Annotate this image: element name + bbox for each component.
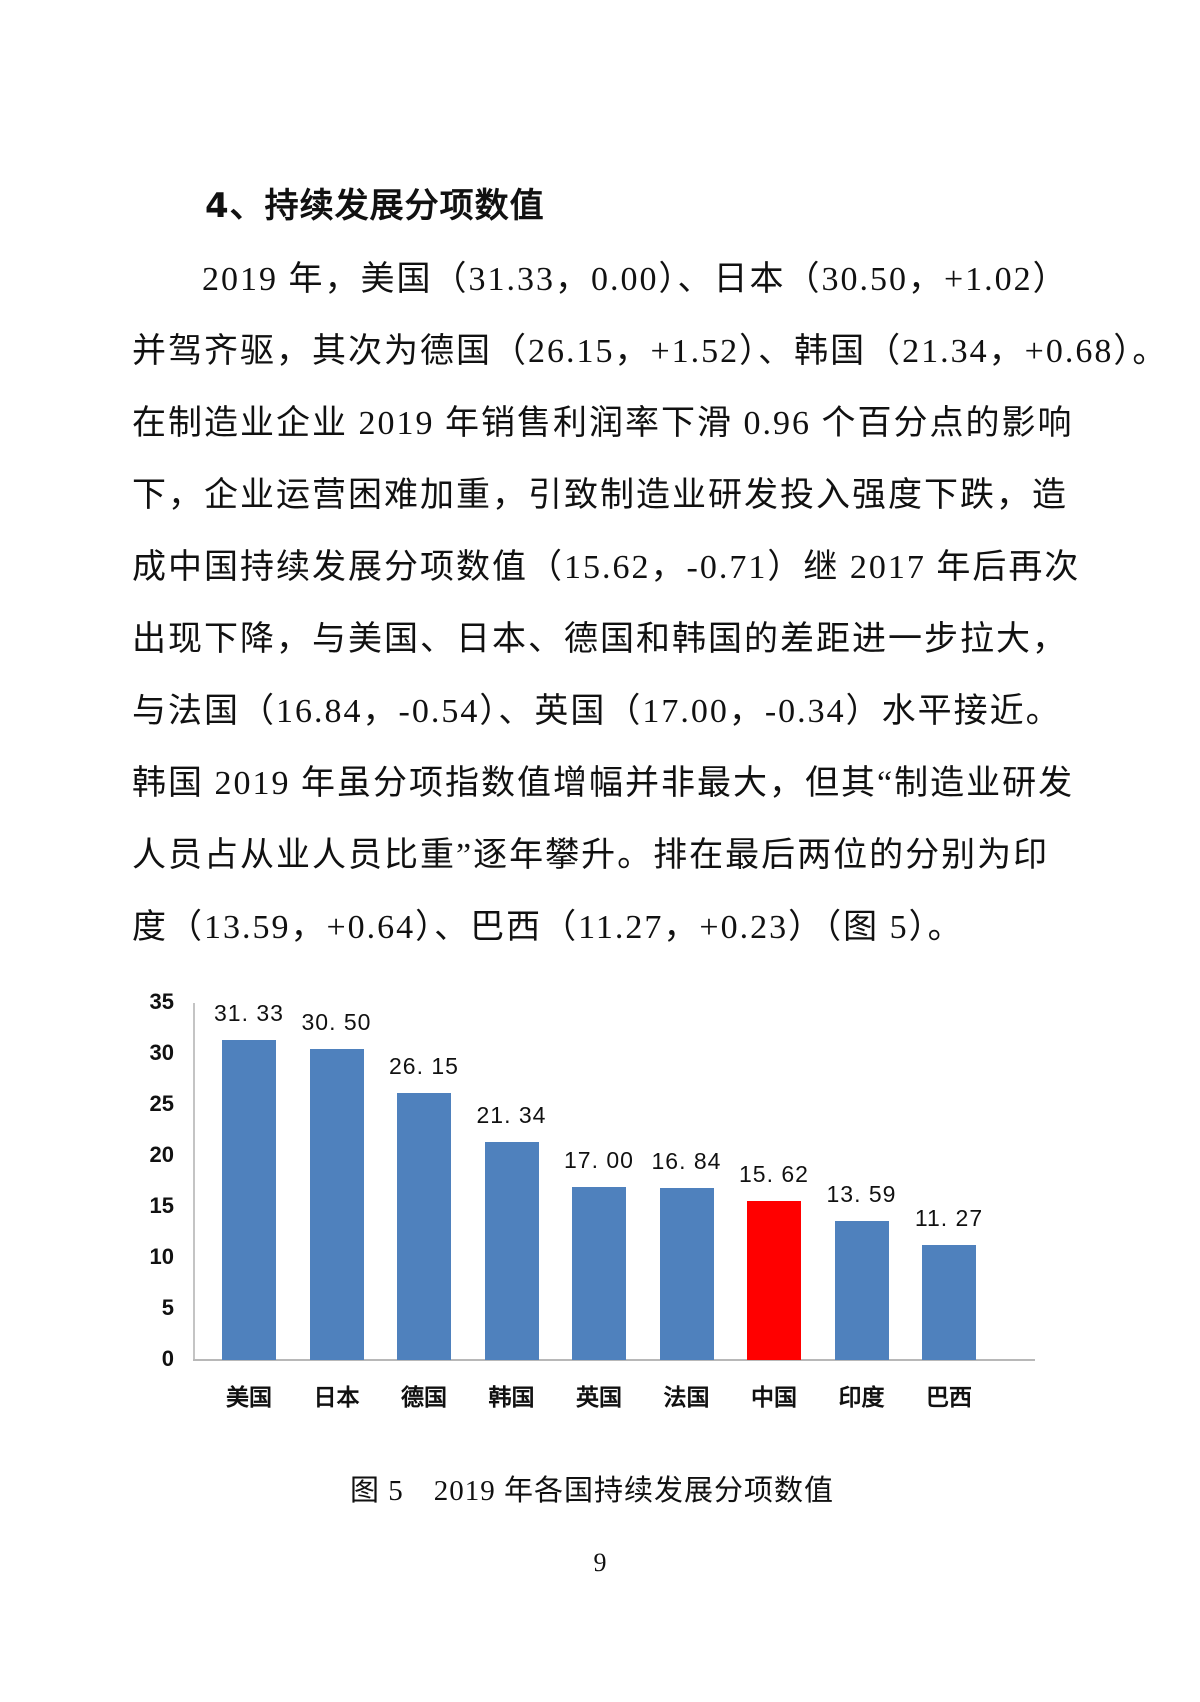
- bar: [659, 1188, 714, 1360]
- bar-value-label: 30. 50: [301, 1008, 372, 1035]
- x-category-label: 中国: [751, 1385, 797, 1411]
- bar: [397, 1093, 451, 1360]
- paragraph-line: 成中国持续发展分项数值（15.62，-0.71）继 2017 年后再次: [132, 549, 1081, 586]
- bar: [747, 1200, 801, 1360]
- paragraph-line: 出现下降，与美国、日本、德国和韩国的差距进一步拉大，: [132, 621, 1068, 658]
- paragraph-line: 人员占从业人员比重”逐年攀升。排在最后两位的分别为印: [132, 837, 1050, 874]
- bar-value-label: 26. 15: [389, 1053, 459, 1080]
- x-category-label: 印度: [838, 1385, 885, 1411]
- bar: [572, 1186, 626, 1360]
- y-tick-label: 15: [149, 1193, 174, 1218]
- bar: [484, 1142, 539, 1360]
- paragraph-line: 并驾齐驱，其次为德国（26.15，+1.52）、韩国（21.34，+0.68）。: [132, 333, 1169, 370]
- bar-value-label: 17. 00: [564, 1146, 634, 1173]
- bar: [922, 1245, 976, 1360]
- paragraph-line: 2019 年，美国（31.33，0.00）、日本（30.50，+1.02）: [202, 261, 1069, 298]
- x-category-label: 德国: [401, 1385, 447, 1411]
- paragraph-line: 下，企业运营困难加重，引致制造业研发投入强度下跌，造: [132, 477, 1068, 514]
- bar-value-label: 13. 59: [826, 1181, 897, 1208]
- y-tick-label: 20: [149, 1142, 174, 1167]
- bar-value-label: 21. 34: [476, 1102, 547, 1129]
- y-tick-label: 0: [161, 1346, 174, 1371]
- y-tick-label: 30: [149, 1040, 174, 1065]
- bar-value-label: 15. 62: [739, 1160, 809, 1187]
- y-tick-label: 35: [149, 989, 174, 1014]
- x-category-label: 巴西: [926, 1385, 972, 1411]
- page-number: 9: [593, 1548, 607, 1577]
- x-category-label: 韩国: [488, 1385, 535, 1411]
- y-tick-label: 10: [149, 1244, 174, 1269]
- bar-value-label: 31. 33: [214, 1000, 284, 1027]
- x-axis-line: [193, 1359, 1035, 1361]
- y-tick-label: 5: [161, 1295, 174, 1320]
- paragraph-line: 在制造业企业 2019 年销售利润率下滑 0.96 个百分点的影响: [132, 405, 1074, 442]
- y-tick-label: 25: [149, 1091, 174, 1116]
- x-category-label: 日本: [313, 1385, 360, 1411]
- bar-value-label: 11. 27: [914, 1205, 984, 1232]
- y-axis-line: [193, 1003, 195, 1361]
- body-paragraph: 2019 年，美国（31.33，0.00）、日本（30.50，+1.02） 并驾…: [132, 244, 1169, 964]
- paragraph-line: 度（13.59，+0.64）、巴西（11.27，+0.23）（图 5）。: [132, 909, 964, 946]
- paragraph-line: 与法国（16.84，-0.54）、英国（17.00，-0.34）水平接近。: [132, 693, 1062, 730]
- section-heading: 4、持续发展分项数值: [205, 186, 545, 226]
- x-category-label: 法国: [663, 1385, 710, 1411]
- bar-value-label: 16. 84: [651, 1148, 722, 1175]
- x-category-label: 美国: [226, 1385, 272, 1411]
- bar: [834, 1221, 889, 1360]
- x-category-label: 英国: [576, 1385, 622, 1411]
- paragraph-line: 韩国 2019 年虽分项指数值增幅并非最大，但其“制造业研发: [132, 765, 1075, 802]
- figure-caption: 图 5 2019 年各国持续发展分项数值: [350, 1475, 835, 1507]
- bar: [309, 1048, 364, 1360]
- bar-chart: 0 5 10 15 20 25 30 35 31. 33 美国 30. 50 日本 26. 15 德国 2…: [130, 985, 1050, 1425]
- bar: [222, 1040, 276, 1360]
